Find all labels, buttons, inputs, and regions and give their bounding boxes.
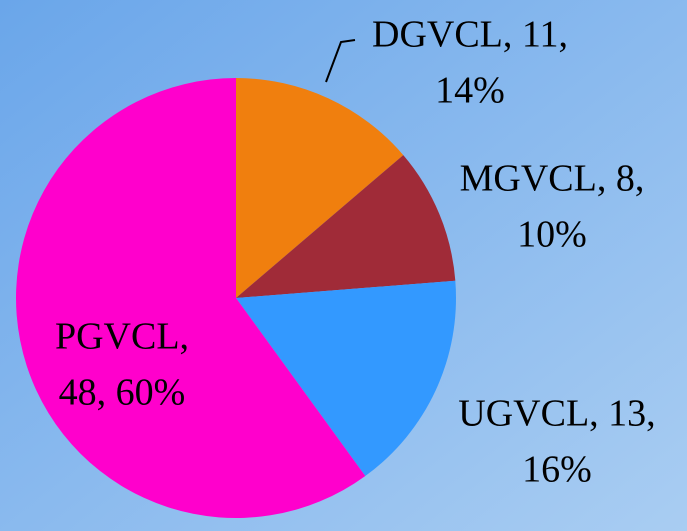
- pie-slice: [236, 78, 404, 298]
- leader-line: [325, 39, 356, 83]
- data-label: 48, 60%: [59, 372, 186, 414]
- pie-slice: [236, 280, 456, 476]
- pie-slice: [15, 78, 366, 519]
- data-label: PGVCL,: [55, 316, 189, 358]
- pie-slice: [236, 155, 456, 298]
- data-label: 10%: [517, 214, 587, 256]
- data-label: DGVCL, 11,: [372, 14, 568, 56]
- data-label: 16%: [522, 449, 592, 491]
- data-label: 14%: [435, 70, 505, 112]
- data-label: UGVCL, 13,: [458, 393, 655, 435]
- data-label: MGVCL, 8,: [460, 158, 645, 200]
